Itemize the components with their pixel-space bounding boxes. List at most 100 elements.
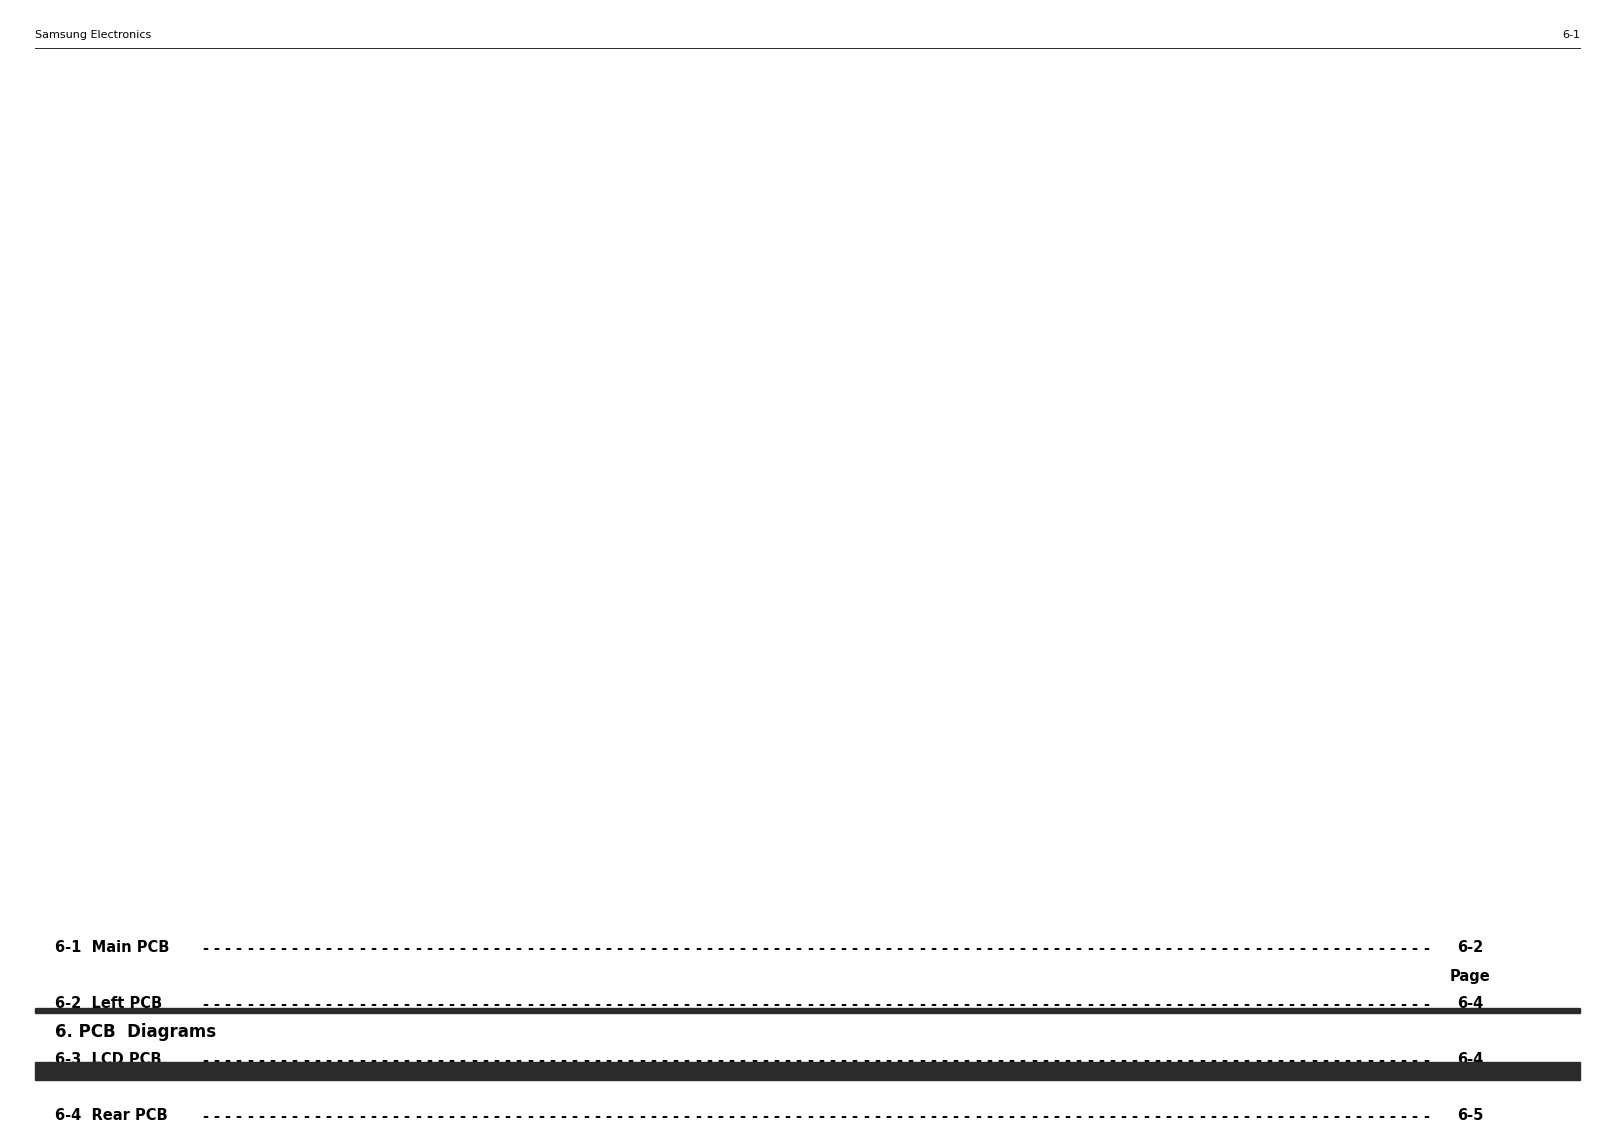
Text: -: - <box>1198 941 1205 955</box>
Text: -: - <box>246 1108 253 1123</box>
Text: -: - <box>986 1108 992 1123</box>
Text: -: - <box>235 996 242 1012</box>
Text: -: - <box>851 1108 858 1123</box>
Text: -: - <box>874 996 880 1012</box>
Text: -: - <box>1266 941 1272 955</box>
Text: -: - <box>291 996 298 1012</box>
Text: -: - <box>1310 941 1317 955</box>
Text: -: - <box>347 941 354 955</box>
Text: -: - <box>1310 1053 1317 1067</box>
Text: -: - <box>381 941 387 955</box>
Text: -: - <box>650 1053 656 1067</box>
Text: -: - <box>907 996 914 1012</box>
Text: 6-5: 6-5 <box>1458 1108 1483 1123</box>
Text: -: - <box>739 1053 746 1067</box>
Text: -: - <box>526 941 533 955</box>
Text: -: - <box>1165 1108 1171 1123</box>
Text: -: - <box>1008 1053 1014 1067</box>
Text: -: - <box>269 1053 275 1067</box>
Text: -: - <box>594 1108 600 1123</box>
Text: -: - <box>414 1053 421 1067</box>
Text: -: - <box>1266 996 1272 1012</box>
Text: -: - <box>258 1108 264 1123</box>
Text: -: - <box>997 1108 1003 1123</box>
Text: -: - <box>1187 996 1194 1012</box>
Text: -: - <box>504 1108 510 1123</box>
Text: Samsung Electronics: Samsung Electronics <box>35 31 152 40</box>
Text: -: - <box>280 1053 286 1067</box>
Text: -: - <box>795 941 802 955</box>
Text: -: - <box>459 1108 466 1123</box>
Text: -: - <box>851 996 858 1012</box>
Text: -: - <box>717 1108 723 1123</box>
Text: -: - <box>571 996 578 1012</box>
Text: -: - <box>538 1053 544 1067</box>
Text: -: - <box>470 941 477 955</box>
Text: -: - <box>1400 996 1406 1012</box>
Text: -: - <box>1154 1108 1160 1123</box>
Text: -: - <box>1243 996 1250 1012</box>
Text: -: - <box>459 996 466 1012</box>
Text: -: - <box>437 1053 443 1067</box>
Text: -: - <box>571 1053 578 1067</box>
Text: -: - <box>963 1108 970 1123</box>
Text: -: - <box>515 996 522 1012</box>
Text: -: - <box>235 1053 242 1067</box>
Text: -: - <box>963 1053 970 1067</box>
Text: -: - <box>661 941 667 955</box>
Text: -: - <box>627 1108 634 1123</box>
Text: -: - <box>1053 1108 1059 1123</box>
Text: -: - <box>1288 941 1294 955</box>
Text: -: - <box>302 1053 309 1067</box>
Text: -: - <box>974 1108 981 1123</box>
Text: -: - <box>1064 1108 1070 1123</box>
Text: -: - <box>358 941 365 955</box>
Text: -: - <box>616 1108 622 1123</box>
Text: -: - <box>235 941 242 955</box>
Text: -: - <box>930 941 936 955</box>
Text: -: - <box>840 1053 846 1067</box>
Text: -: - <box>437 941 443 955</box>
Text: -: - <box>930 1108 936 1123</box>
Text: -: - <box>1030 1053 1037 1067</box>
Text: -: - <box>594 996 600 1012</box>
Text: -: - <box>1221 996 1227 1012</box>
Text: -: - <box>818 996 824 1012</box>
Text: -: - <box>1277 941 1283 955</box>
Text: -: - <box>694 941 701 955</box>
Text: -: - <box>560 941 566 955</box>
Text: -: - <box>1053 996 1059 1012</box>
Text: -: - <box>280 996 286 1012</box>
Text: -: - <box>862 1053 869 1067</box>
Text: -: - <box>930 1053 936 1067</box>
Text: -: - <box>291 1108 298 1123</box>
Text: -: - <box>717 1053 723 1067</box>
Text: -: - <box>717 941 723 955</box>
Text: -: - <box>806 996 813 1012</box>
Text: 6-1: 6-1 <box>1562 31 1581 40</box>
Text: -: - <box>1333 1108 1339 1123</box>
Text: -: - <box>1154 996 1160 1012</box>
Text: -: - <box>336 1053 342 1067</box>
Text: -: - <box>1210 1108 1216 1123</box>
Text: -: - <box>1344 1108 1350 1123</box>
Text: -: - <box>795 1108 802 1123</box>
Text: -: - <box>269 1108 275 1123</box>
Text: -: - <box>694 1108 701 1123</box>
Text: -: - <box>549 1053 555 1067</box>
Text: -: - <box>1198 1108 1205 1123</box>
Text: -: - <box>1366 996 1373 1012</box>
Text: -: - <box>325 1108 331 1123</box>
Text: -: - <box>258 941 264 955</box>
Text: -: - <box>1030 1108 1037 1123</box>
Text: -: - <box>403 1108 410 1123</box>
Text: -: - <box>1120 996 1126 1012</box>
Text: -: - <box>1075 941 1082 955</box>
Text: -: - <box>437 1108 443 1123</box>
Text: -: - <box>1198 996 1205 1012</box>
Text: -: - <box>1120 941 1126 955</box>
Text: -: - <box>1422 1053 1429 1067</box>
Text: -: - <box>1098 941 1104 955</box>
Text: -: - <box>470 996 477 1012</box>
Text: -: - <box>1243 941 1250 955</box>
